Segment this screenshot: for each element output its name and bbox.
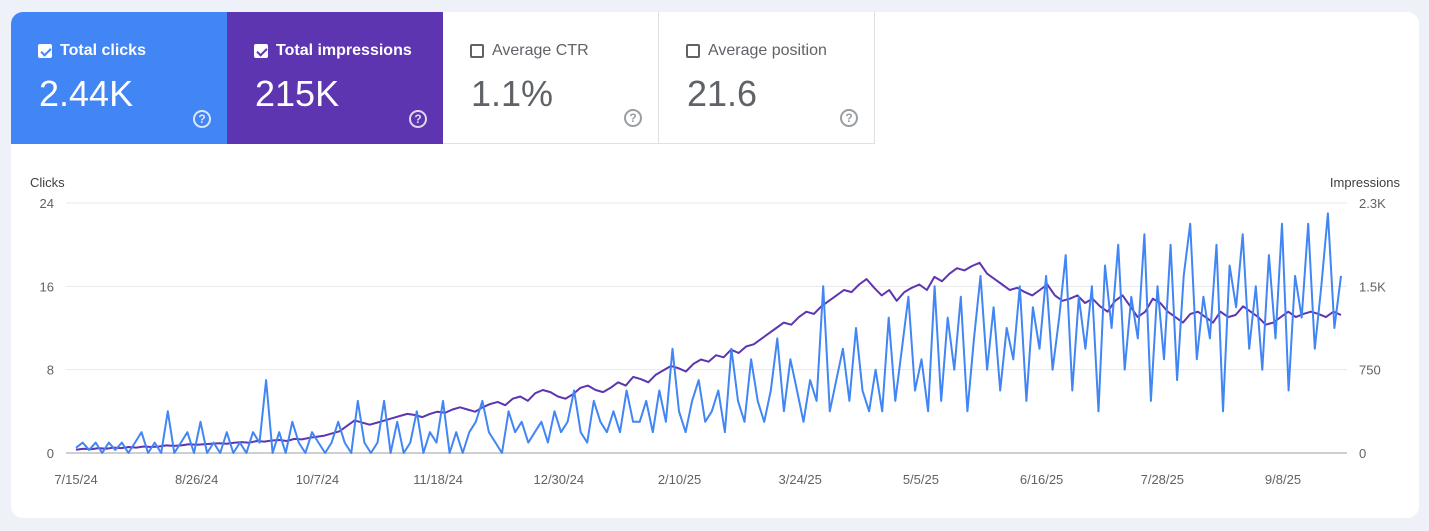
metric-average-position[interactable]: Average position 21.6 ? bbox=[659, 12, 875, 144]
y-left-tick-label: 0 bbox=[47, 446, 54, 461]
metric-total-clicks[interactable]: Total clicks 2.44K ? bbox=[11, 12, 227, 144]
y-left-tick-label: 16 bbox=[40, 279, 54, 294]
performance-line-chart[interactable]: 0 8 16 24 0 750 1.5K 2.3K 7/15/24 8/26/24 10/7/24 1… bbox=[11, 12, 1419, 518]
metric-label: Average CTR bbox=[492, 42, 589, 59]
help-circle-icon[interactable]: ? bbox=[840, 109, 858, 127]
x-tick-label: 10/7/24 bbox=[296, 472, 339, 487]
help-circle-icon[interactable]: ? bbox=[624, 109, 642, 127]
metric-total-impressions[interactable]: Total impressions 215K ? bbox=[227, 12, 443, 144]
x-tick-label: 3/24/25 bbox=[779, 472, 822, 487]
metric-header: Total impressions bbox=[254, 42, 412, 60]
x-tick-label: 7/15/24 bbox=[54, 472, 97, 487]
clicks-series-line bbox=[75, 212, 1342, 454]
x-tick-label: 7/28/25 bbox=[1141, 472, 1184, 487]
checkbox-icon[interactable] bbox=[470, 44, 484, 58]
checkbox-icon[interactable] bbox=[686, 44, 700, 58]
help-circle-icon[interactable]: ? bbox=[193, 110, 211, 128]
checkbox-icon[interactable] bbox=[254, 44, 268, 58]
y-right-tick-label: 2.3K bbox=[1359, 196, 1386, 211]
metric-label: Average position bbox=[708, 42, 827, 59]
metric-value: 2.44K bbox=[39, 73, 134, 114]
metric-value: 21.6 bbox=[687, 73, 758, 114]
metric-header: Average position bbox=[686, 42, 827, 60]
x-tick-label: 5/5/25 bbox=[903, 472, 939, 487]
y-right-tick-label: 0 bbox=[1359, 446, 1366, 461]
metric-label: Total clicks bbox=[60, 42, 146, 59]
x-tick-label: 11/18/24 bbox=[413, 472, 463, 487]
x-tick-label: 2/10/25 bbox=[658, 472, 701, 487]
checkbox-icon[interactable] bbox=[38, 44, 52, 58]
performance-card: Total clicks 2.44K ? Total impressions 2… bbox=[11, 12, 1419, 518]
y-left-tick-label: 24 bbox=[40, 196, 54, 211]
metric-tiles: Total clicks 2.44K ? Total impressions 2… bbox=[11, 12, 875, 144]
y-right-axis-title: Impressions bbox=[1329, 175, 1400, 190]
metric-header: Average CTR bbox=[470, 42, 589, 60]
y-left-axis-title: Clicks bbox=[30, 175, 65, 190]
y-right-tick-label: 1.5K bbox=[1359, 279, 1386, 294]
x-tick-label: 8/26/24 bbox=[175, 472, 218, 487]
metric-average-ctr[interactable]: Average CTR 1.1% ? bbox=[443, 12, 659, 144]
metric-header: Total clicks bbox=[38, 42, 146, 60]
metric-label: Total impressions bbox=[276, 42, 412, 59]
x-tick-label: 6/16/25 bbox=[1020, 472, 1063, 487]
x-tick-label: 9/8/25 bbox=[1265, 472, 1301, 487]
impressions-series-line bbox=[75, 261, 1342, 451]
y-right-tick-label: 750 bbox=[1359, 363, 1381, 378]
y-left-tick-label: 8 bbox=[47, 363, 54, 378]
x-tick-label: 12/30/24 bbox=[533, 472, 584, 487]
metric-value: 1.1% bbox=[471, 73, 554, 114]
help-circle-icon[interactable]: ? bbox=[409, 110, 427, 128]
metric-value: 215K bbox=[255, 73, 340, 114]
